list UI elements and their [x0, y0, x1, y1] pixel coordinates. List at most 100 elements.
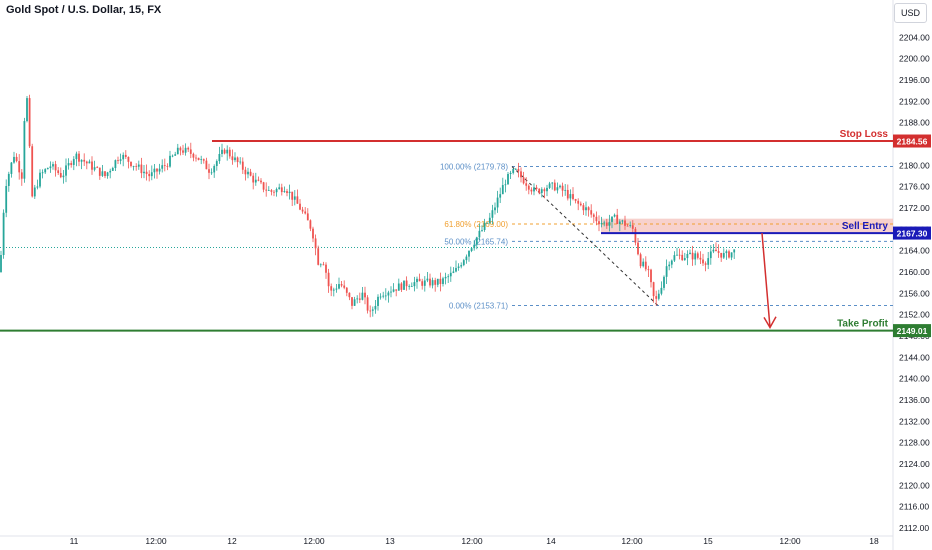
candle-body: [650, 269, 652, 283]
candle-body: [338, 284, 340, 289]
candle-body: [234, 157, 236, 161]
candle-body: [98, 167, 101, 176]
candle-body: [197, 157, 200, 160]
candle-body: [728, 251, 730, 258]
candle-body: [548, 183, 551, 188]
candle-body: [533, 187, 535, 192]
candle-body: [590, 210, 593, 215]
candle-body: [403, 280, 405, 290]
candle-body: [101, 171, 104, 176]
candle-body: [182, 150, 184, 153]
candle-body: [720, 252, 723, 258]
candle-body: [694, 253, 697, 260]
candle-body: [231, 156, 234, 161]
candle-body: [174, 154, 177, 156]
candle-body: [5, 185, 8, 213]
candle-body: [600, 223, 603, 225]
candle-body: [397, 283, 400, 291]
candle-body: [470, 248, 473, 251]
candle-body: [88, 161, 91, 164]
candle-body: [733, 249, 736, 253]
candle-body: [111, 168, 114, 171]
candle-body: [106, 172, 109, 177]
candle-body: [699, 257, 702, 260]
candle-body: [184, 147, 187, 153]
candle-body: [91, 161, 93, 170]
y-tick-label: 2136.00: [899, 395, 930, 405]
candle-body: [114, 160, 117, 169]
candle-body: [176, 147, 179, 155]
candle-body: [221, 149, 223, 154]
candle-body: [83, 159, 86, 162]
candle-body: [31, 146, 34, 197]
candle-body: [65, 165, 67, 176]
candle-body: [551, 182, 554, 184]
candle-body: [418, 278, 421, 282]
chart-title: Gold Spot / U.S. Dollar, 15, FX: [6, 4, 162, 16]
candle-body: [52, 164, 54, 167]
candle-body: [278, 187, 281, 190]
candle-body: [179, 147, 182, 151]
candle-body: [618, 221, 621, 224]
currency-button[interactable]: USD: [894, 3, 927, 23]
level-name-stop-loss: Stop Loss: [840, 129, 889, 140]
candle-body: [158, 168, 161, 172]
candle-body: [423, 280, 426, 286]
candle-body: [665, 266, 668, 277]
candle-body: [195, 157, 197, 159]
x-tick-label: 12:00: [145, 536, 167, 546]
candle-body: [457, 266, 460, 268]
candle-body: [369, 310, 372, 312]
candle-body: [442, 278, 444, 284]
candle-body: [577, 200, 580, 204]
candle-body: [488, 217, 491, 223]
candle-body: [23, 121, 26, 179]
candle-body: [486, 222, 489, 224]
candle-body: [579, 203, 582, 206]
target-arrow-head: [763, 316, 777, 329]
candle-body: [59, 173, 62, 178]
candle-body: [200, 159, 203, 161]
candle-body: [41, 172, 44, 174]
candle-body: [319, 264, 322, 266]
y-tick-label: 2140.00: [899, 374, 930, 384]
candle-body: [213, 166, 216, 173]
candle-body: [124, 154, 127, 157]
candle-body: [410, 286, 413, 287]
candle-body: [148, 173, 151, 177]
candle-body: [13, 156, 15, 163]
candle-body: [647, 269, 650, 271]
candle-body: [301, 209, 304, 212]
candle-body: [39, 172, 41, 187]
candle-body: [663, 276, 665, 288]
candle-body: [712, 249, 715, 252]
candle-body: [530, 189, 533, 192]
candle-body: [543, 189, 546, 192]
candle-body: [673, 255, 676, 261]
candle-body: [520, 171, 522, 178]
candle-body: [44, 169, 47, 173]
candle-body: [501, 185, 504, 195]
candle-body: [527, 185, 530, 190]
candle-body: [156, 168, 158, 172]
y-tick-label: 2192.00: [899, 96, 930, 106]
candle-body: [236, 157, 239, 163]
candle-body: [634, 228, 637, 243]
candle-body: [561, 185, 564, 191]
candle-body: [598, 221, 600, 225]
price-tag-label: 2149.01: [897, 326, 928, 336]
candle-body: [163, 165, 166, 166]
candle-body: [270, 190, 273, 192]
x-tick-label: 13: [385, 536, 395, 546]
candle-body: [104, 171, 106, 177]
y-tick-label: 2132.00: [899, 416, 930, 426]
candle-body: [244, 169, 247, 175]
candle-body: [358, 298, 361, 300]
candle-body: [36, 186, 39, 188]
candle-body: [626, 225, 629, 227]
candle-body: [494, 207, 496, 211]
price-tag: [893, 226, 931, 240]
candle-body: [20, 172, 23, 179]
candle-body: [512, 169, 515, 173]
